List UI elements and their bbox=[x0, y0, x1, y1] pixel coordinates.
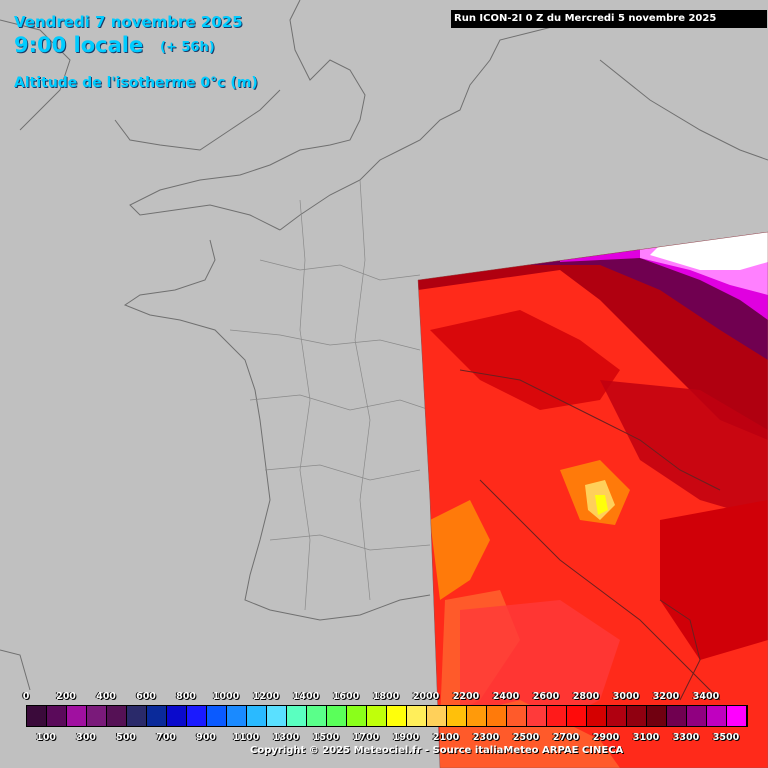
legend-swatch bbox=[647, 706, 667, 726]
legend-label-bottom: 100 bbox=[36, 732, 56, 743]
legend-label-top: 800 bbox=[176, 691, 196, 702]
legend-swatch bbox=[367, 706, 387, 726]
legend-swatch bbox=[187, 706, 207, 726]
legend-label-bottom: 3100 bbox=[632, 732, 660, 743]
legend-swatch bbox=[27, 706, 47, 726]
legend-swatch bbox=[147, 706, 167, 726]
legend-label-bottom: 1700 bbox=[352, 732, 380, 743]
coastlines bbox=[0, 0, 768, 691]
legend-swatch bbox=[287, 706, 307, 726]
color-legend: Copyright © 2025 Meteociel.fr - Source i… bbox=[0, 688, 768, 768]
legend-label-top: 1000 bbox=[212, 691, 240, 702]
legend-swatch bbox=[127, 706, 147, 726]
legend-swatch bbox=[467, 706, 487, 726]
variable-name: Altitude de l'isotherme 0°c (m) bbox=[14, 75, 258, 91]
legend-label-bottom: 1100 bbox=[232, 732, 260, 743]
legend-label-top: 3000 bbox=[612, 691, 640, 702]
legend-label-bottom: 3300 bbox=[672, 732, 700, 743]
legend-swatch bbox=[267, 706, 287, 726]
legend-swatch bbox=[487, 706, 507, 726]
copyright: Copyright © 2025 Meteociel.fr - Source i… bbox=[250, 745, 624, 756]
legend-swatch bbox=[567, 706, 587, 726]
forecast-time: 9:00 locale bbox=[14, 33, 144, 57]
legend-swatch bbox=[347, 706, 367, 726]
legend-label-bottom: 3500 bbox=[712, 732, 740, 743]
legend-swatch bbox=[87, 706, 107, 726]
legend-swatch bbox=[507, 706, 527, 726]
legend-swatch bbox=[67, 706, 87, 726]
legend-label-top: 1200 bbox=[252, 691, 280, 702]
legend-label-bottom: 500 bbox=[116, 732, 136, 743]
legend-label-top: 1800 bbox=[372, 691, 400, 702]
legend-label-bottom: 300 bbox=[76, 732, 96, 743]
legend-label-bottom: 1300 bbox=[272, 732, 300, 743]
legend-label-top: 2800 bbox=[572, 691, 600, 702]
legend-label-bottom: 1500 bbox=[312, 732, 340, 743]
legend-swatch bbox=[47, 706, 67, 726]
legend-swatch bbox=[427, 706, 447, 726]
legend-label-top: 200 bbox=[56, 691, 76, 702]
legend-swatch bbox=[607, 706, 627, 726]
legend-label-top: 600 bbox=[136, 691, 156, 702]
legend-label-top: 1600 bbox=[332, 691, 360, 702]
legend-label-bottom: 2500 bbox=[512, 732, 540, 743]
legend-label-top: 2400 bbox=[492, 691, 520, 702]
legend-label-top: 400 bbox=[96, 691, 116, 702]
legend-label-top: 3200 bbox=[652, 691, 680, 702]
legend-swatch bbox=[167, 706, 187, 726]
legend-swatch bbox=[447, 706, 467, 726]
legend-swatch bbox=[727, 706, 747, 726]
legend-swatch bbox=[307, 706, 327, 726]
legend-label-bottom: 900 bbox=[196, 732, 216, 743]
forecast-date: Vendredi 7 novembre 2025 bbox=[14, 13, 243, 31]
legend-label-bottom: 700 bbox=[156, 732, 176, 743]
legend-label-top: 2200 bbox=[452, 691, 480, 702]
legend-swatch bbox=[407, 706, 427, 726]
legend-label-bottom: 2300 bbox=[472, 732, 500, 743]
run-info: Run ICON-2I 0 Z du Mercredi 5 novembre 2… bbox=[451, 10, 767, 28]
legend-swatch bbox=[527, 706, 547, 726]
forecast-offset: (+ 56h) bbox=[160, 40, 215, 55]
legend-swatch bbox=[387, 706, 407, 726]
legend-swatches bbox=[26, 705, 748, 727]
legend-label-bottom: 2900 bbox=[592, 732, 620, 743]
legend-label-top: 3400 bbox=[692, 691, 720, 702]
legend-label-top: 2000 bbox=[412, 691, 440, 702]
legend-swatch bbox=[107, 706, 127, 726]
legend-label-top: 0 bbox=[22, 691, 30, 702]
legend-swatch bbox=[667, 706, 687, 726]
region-borders bbox=[229, 179, 431, 611]
legend-swatch bbox=[587, 706, 607, 726]
isotherm-field bbox=[418, 232, 768, 768]
legend-label-bottom: 2100 bbox=[432, 732, 460, 743]
legend-swatch bbox=[547, 706, 567, 726]
legend-label-bottom: 2700 bbox=[552, 732, 580, 743]
legend-swatch bbox=[247, 706, 267, 726]
legend-swatch bbox=[207, 706, 227, 726]
legend-swatch bbox=[707, 706, 727, 726]
legend-swatch bbox=[227, 706, 247, 726]
legend-swatch bbox=[687, 706, 707, 726]
legend-label-top: 2600 bbox=[532, 691, 560, 702]
legend-swatch bbox=[627, 706, 647, 726]
legend-label-bottom: 1900 bbox=[392, 732, 420, 743]
legend-swatch bbox=[327, 706, 347, 726]
legend-label-top: 1400 bbox=[292, 691, 320, 702]
